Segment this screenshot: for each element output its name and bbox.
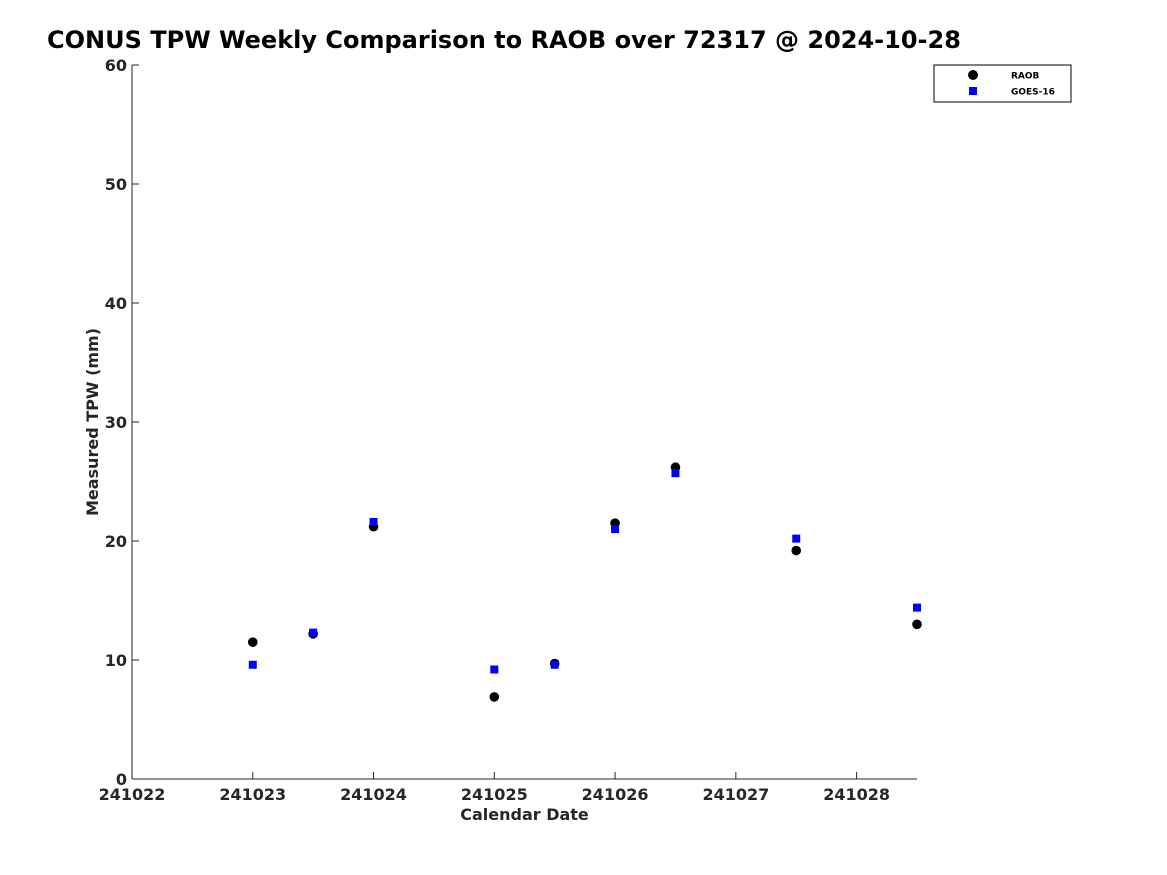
legend-label: RAOB	[1011, 72, 1040, 82]
raob-point	[791, 545, 802, 556]
y-tick-label: 60	[105, 56, 127, 75]
goes16-point	[671, 469, 680, 478]
goes16-point	[611, 525, 620, 534]
tick-marks: 241022 241023 241024 241025 241026 241027 2410…	[99, 56, 890, 804]
legend: RAOB GOES-16	[933, 64, 1072, 103]
x-tick-label: 241025	[461, 785, 528, 804]
raob-point	[912, 619, 922, 630]
x-tick-label: 241028	[823, 785, 890, 804]
x-tick-label: 241022	[99, 785, 166, 804]
x-tick-label: 241023	[219, 785, 286, 804]
goes16-point	[369, 517, 378, 526]
y-tick-label: 20	[105, 532, 127, 551]
x-tick-label: 241024	[340, 785, 407, 804]
axes: Calendar Date Measured TPW (mm)	[83, 65, 917, 824]
x-tick-label: 241026	[582, 785, 649, 804]
chart-title: CONUS TPW Weekly Comparison to RAOB over…	[47, 26, 961, 54]
legend-label: GOES-16	[1011, 88, 1055, 98]
y-tick-label: 30	[105, 413, 127, 432]
data-points	[247, 462, 922, 702]
y-axis-label: Measured TPW (mm)	[83, 328, 102, 516]
y-tick-label: 0	[116, 770, 127, 789]
y-tick-label: 40	[105, 294, 127, 313]
goes16-point	[490, 665, 499, 674]
legend-box	[933, 64, 1072, 103]
goes16-point	[913, 603, 921, 612]
raob-point	[489, 692, 500, 702]
goes16-point	[309, 628, 318, 637]
goes16-point	[792, 534, 801, 543]
goes16-point	[248, 660, 257, 669]
goes16-point	[550, 660, 559, 669]
x-tick-label: 241027	[702, 785, 769, 804]
legend-marker-goes16	[969, 87, 977, 95]
legend-marker-raob	[968, 70, 978, 80]
x-axis-label: Calendar Date	[460, 805, 589, 824]
y-tick-label: 10	[105, 651, 127, 670]
y-tick-label: 50	[105, 175, 127, 194]
raob-point	[247, 637, 258, 647]
